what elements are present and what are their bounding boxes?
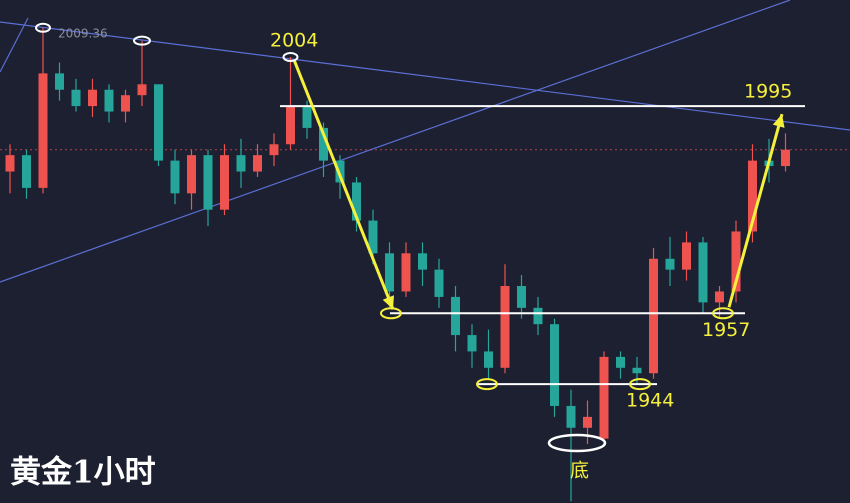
candle-body	[665, 258, 675, 270]
marker	[476, 378, 498, 391]
candle-body	[269, 144, 279, 156]
candle-body	[467, 335, 477, 352]
candle-body	[731, 231, 741, 292]
marker	[282, 52, 299, 63]
candle-body	[220, 155, 229, 210]
trend-line	[0, 21, 850, 131]
candle-body	[286, 106, 295, 145]
candle-body	[781, 149, 790, 167]
arrow-head	[382, 295, 395, 310]
candle-body	[137, 84, 147, 96]
level-label: 1944	[626, 390, 674, 412]
candle-body	[352, 182, 361, 221]
candle-body	[71, 89, 81, 107]
candle-body	[38, 73, 48, 188]
candle-body	[187, 155, 196, 194]
candle-body	[170, 160, 180, 194]
candle-body	[434, 269, 444, 297]
candle-body	[335, 160, 345, 183]
arrow	[293, 60, 395, 310]
level-label: 1995	[744, 81, 792, 103]
candle-body	[319, 127, 328, 161]
candle-body	[632, 367, 642, 374]
candle-body	[698, 242, 708, 303]
candle-body	[121, 95, 130, 112]
bottom-marker	[547, 433, 607, 453]
candle-body	[22, 155, 31, 188]
chart-title: 黄金1小时	[10, 455, 156, 491]
candle-body	[5, 155, 15, 172]
candle-body	[385, 253, 394, 292]
candles	[0, 27, 850, 502]
level-label: 1957	[702, 319, 750, 341]
candle-body	[533, 307, 543, 325]
peak-label: 2004	[270, 30, 318, 52]
candle-body	[748, 160, 757, 232]
trend-line	[0, 17, 29, 73]
candle-body	[484, 351, 493, 368]
arrow	[727, 113, 784, 308]
candle-body	[88, 89, 97, 107]
candle-body	[104, 89, 114, 112]
candle-body	[616, 356, 625, 368]
trend-line	[0, 0, 791, 283]
candle-body	[682, 242, 691, 270]
marker	[629, 378, 651, 391]
candle-body	[583, 416, 592, 428]
bottom-label: 底	[570, 460, 589, 482]
candle-body	[500, 286, 510, 368]
candle-body	[401, 253, 411, 292]
candle-body	[599, 356, 609, 439]
candle-body	[154, 84, 163, 161]
candle-body	[236, 155, 246, 172]
candle-body	[302, 106, 312, 128]
candle-body	[566, 405, 576, 428]
candle-body	[649, 258, 658, 374]
arrow-head	[772, 114, 785, 128]
marker	[712, 307, 734, 320]
candle-body	[715, 291, 724, 303]
marker	[133, 35, 151, 46]
annotations: 2009.36 1995 2004 1957 1944 底	[35, 22, 805, 482]
high-label: 2009.36	[58, 26, 108, 40]
candle-body	[368, 220, 378, 254]
candle-body	[451, 296, 460, 336]
candle-body	[203, 155, 213, 210]
candle-body	[517, 286, 526, 308]
candle-body	[55, 73, 64, 90]
candle-body	[253, 155, 262, 172]
marker	[35, 22, 51, 33]
candle-body	[418, 253, 427, 270]
candle-body	[550, 324, 559, 406]
